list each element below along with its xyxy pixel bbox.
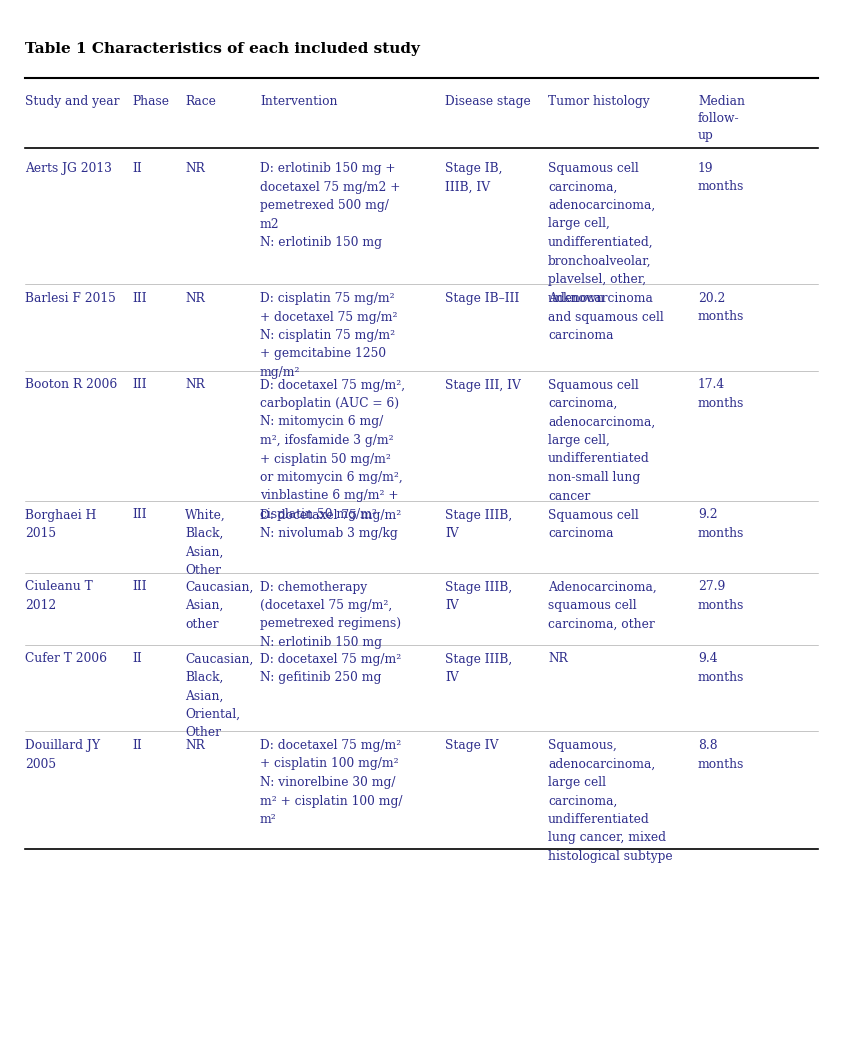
Text: Stage IIIB,
IV: Stage IIIB, IV	[445, 509, 513, 540]
Text: II: II	[132, 738, 142, 752]
Text: Stage IB–III: Stage IB–III	[445, 292, 519, 305]
Text: White,
Black,
Asian,
Other: White, Black, Asian, Other	[185, 509, 226, 577]
Text: NR: NR	[548, 653, 567, 665]
Text: Stage IIIB,
IV: Stage IIIB, IV	[445, 653, 513, 685]
Text: D: docetaxel 75 mg/m²
+ cisplatin 100 mg/m²
N: vinorelbine 30 mg/
m² + cisplatin: D: docetaxel 75 mg/m² + cisplatin 100 mg…	[260, 738, 402, 826]
Text: 9.4
months: 9.4 months	[698, 653, 744, 685]
Text: Squamous cell
carcinoma,
adenocarcinoma,
large cell,
undifferentiated
non-small : Squamous cell carcinoma, adenocarcinoma,…	[548, 379, 655, 503]
Text: Caucasian,
Black,
Asian,
Oriental,
Other: Caucasian, Black, Asian, Oriental, Other	[185, 653, 254, 740]
Text: Stage IB,
IIIB, IV: Stage IB, IIIB, IV	[445, 162, 502, 194]
Text: Adenocarcinoma
and squamous cell
carcinoma: Adenocarcinoma and squamous cell carcino…	[548, 292, 663, 342]
Text: III: III	[132, 509, 147, 522]
Text: 20.2
months: 20.2 months	[698, 292, 744, 324]
Text: 9.2
months: 9.2 months	[698, 509, 744, 540]
Text: D: docetaxel 75 mg/m²
N: nivolumab 3 mg/kg: D: docetaxel 75 mg/m² N: nivolumab 3 mg/…	[260, 509, 401, 540]
Text: Intervention: Intervention	[260, 95, 337, 108]
Text: D: chemotherapy
(docetaxel 75 mg/m²,
pemetrexed regimens)
N: erlotinib 150 mg: D: chemotherapy (docetaxel 75 mg/m², pem…	[260, 581, 401, 649]
Text: III: III	[132, 581, 147, 594]
Text: Caucasian,
Asian,
other: Caucasian, Asian, other	[185, 581, 254, 631]
Text: Squamous,
adenocarcinoma,
large cell
carcinoma,
undifferentiated
lung cancer, mi: Squamous, adenocarcinoma, large cell car…	[548, 738, 673, 863]
Text: D: erlotinib 150 mg +
docetaxel 75 mg/m2 +
pemetrexed 500 mg/
m2
N: erlotinib 15: D: erlotinib 150 mg + docetaxel 75 mg/m2…	[260, 162, 400, 249]
Text: Adenocarcinoma,
squamous cell
carcinoma, other: Adenocarcinoma, squamous cell carcinoma,…	[548, 581, 657, 631]
Text: III: III	[132, 379, 147, 391]
Text: Ciuleanu T
2012: Ciuleanu T 2012	[25, 581, 93, 612]
Text: Stage IIIB,
IV: Stage IIIB, IV	[445, 581, 513, 612]
Text: 8.8
months: 8.8 months	[698, 738, 744, 770]
Text: Douillard JY
2005: Douillard JY 2005	[25, 738, 100, 770]
Text: Table 1 Characteristics of each included study: Table 1 Characteristics of each included…	[25, 42, 420, 56]
Text: Median
follow-
up: Median follow- up	[698, 95, 745, 142]
Text: NR: NR	[185, 738, 205, 752]
Text: II: II	[132, 653, 142, 665]
Text: Aerts JG 2013: Aerts JG 2013	[25, 162, 112, 175]
Text: Cufer T 2006: Cufer T 2006	[25, 653, 107, 665]
Text: D: docetaxel 75 mg/m²
N: gefitinib 250 mg: D: docetaxel 75 mg/m² N: gefitinib 250 m…	[260, 653, 401, 685]
Text: II: II	[132, 162, 142, 175]
Text: NR: NR	[185, 379, 205, 391]
Text: Squamous cell
carcinoma,
adenocarcinoma,
large cell,
undifferentiated,
bronchoal: Squamous cell carcinoma, adenocarcinoma,…	[548, 162, 655, 305]
Text: 17.4
months: 17.4 months	[698, 379, 744, 411]
Text: Disease stage: Disease stage	[445, 95, 531, 108]
Text: D: docetaxel 75 mg/m²,
carboplatin (AUC = 6)
N: mitomycin 6 mg/
m², ifosfamide 3: D: docetaxel 75 mg/m², carboplatin (AUC …	[260, 379, 405, 521]
Text: III: III	[132, 292, 147, 305]
Text: 27.9
months: 27.9 months	[698, 581, 744, 612]
Text: NR: NR	[185, 292, 205, 305]
Text: Borghaei H
2015: Borghaei H 2015	[25, 509, 96, 540]
Text: 19
months: 19 months	[698, 162, 744, 194]
Text: Barlesi F 2015: Barlesi F 2015	[25, 292, 115, 305]
Text: Race: Race	[185, 95, 216, 108]
Text: Stage III, IV: Stage III, IV	[445, 379, 521, 391]
Text: Tumor histology: Tumor histology	[548, 95, 650, 108]
Text: NR: NR	[185, 162, 205, 175]
Text: Stage IV: Stage IV	[445, 738, 498, 752]
Text: Study and year: Study and year	[25, 95, 120, 108]
Text: Phase: Phase	[132, 95, 169, 108]
Text: Squamous cell
carcinoma: Squamous cell carcinoma	[548, 509, 639, 540]
Text: Booton R 2006: Booton R 2006	[25, 379, 117, 391]
Text: D: cisplatin 75 mg/m²
+ docetaxel 75 mg/m²
N: cisplatin 75 mg/m²
+ gemcitabine 1: D: cisplatin 75 mg/m² + docetaxel 75 mg/…	[260, 292, 398, 379]
